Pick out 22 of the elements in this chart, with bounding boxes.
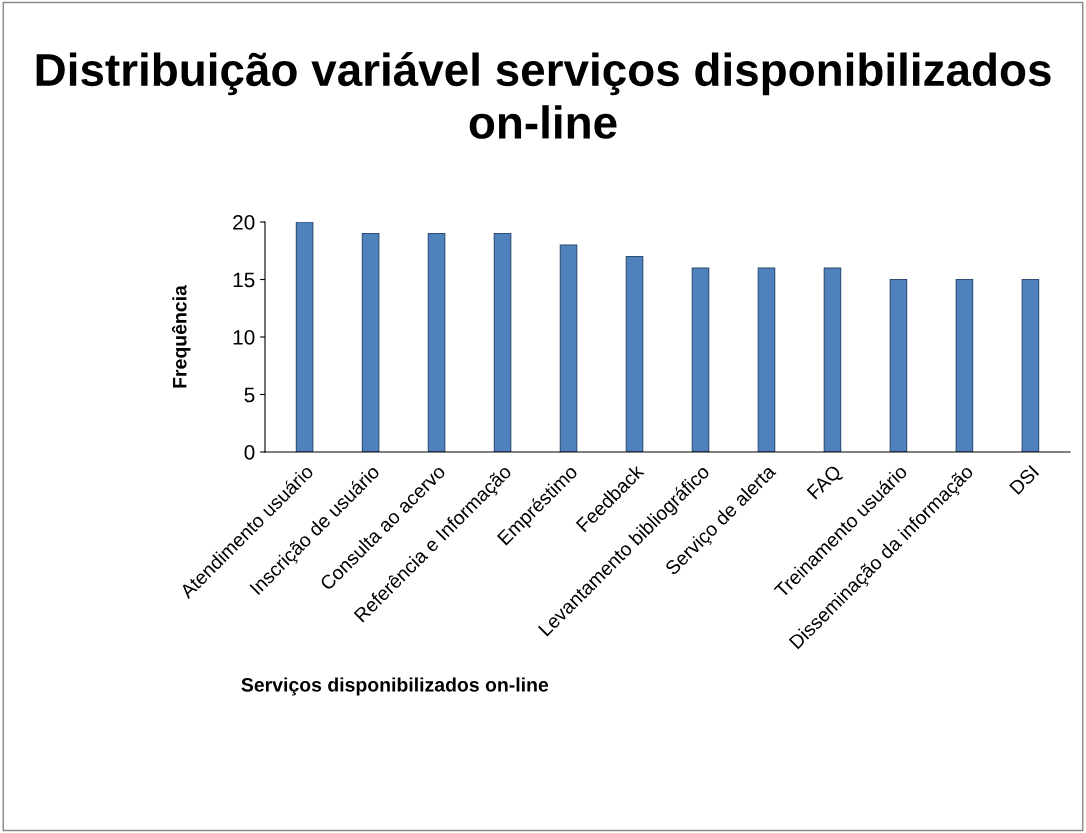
- bar: [955, 278, 974, 452]
- bar: [295, 222, 314, 452]
- bar: [889, 278, 908, 452]
- y-tick-label: 5: [244, 387, 255, 403]
- y-tick-label: 0: [244, 445, 255, 460]
- bar: [823, 267, 842, 452]
- bar: [691, 267, 710, 452]
- bar: [757, 267, 776, 452]
- bar: [493, 232, 512, 452]
- bar: [625, 255, 644, 452]
- bar: [361, 232, 380, 452]
- x-tick-label: FAQ: [806, 464, 845, 503]
- chart-title: Distribuição variável serviços disponibilizados on-line: [36, 52, 1051, 139]
- bar: [1021, 278, 1040, 452]
- bar: [559, 244, 578, 452]
- y-axis-title: Frequência: [171, 285, 191, 388]
- bar: [427, 232, 446, 452]
- x-tick-label: DSI: [1008, 464, 1040, 495]
- y-tick-label: 15: [233, 272, 255, 288]
- x-axis-title: Serviços disponibilizados on-line: [241, 677, 549, 696]
- y-tick-label: 20: [233, 215, 255, 230]
- y-tick-label: 10: [233, 330, 255, 345]
